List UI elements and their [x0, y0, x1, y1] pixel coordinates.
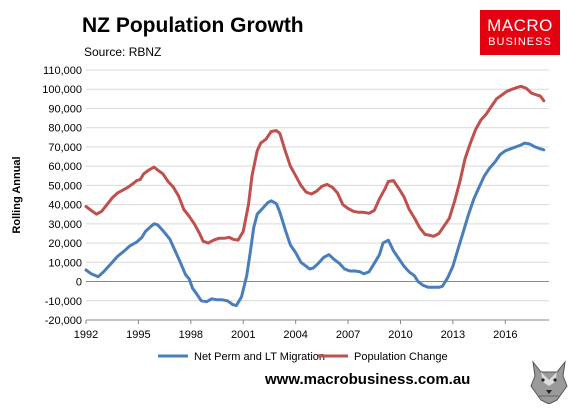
x-tick-label: 2016 [493, 329, 517, 341]
y-grid [86, 69, 549, 321]
y-tick-label: 90,000 [48, 103, 82, 115]
y-tick-label: 60,000 [48, 161, 82, 173]
x-tick-label: 1995 [126, 329, 150, 341]
y-axis-ticks: -20,000 -10,000 0 10,000 20,000 30,000 40,000 5… [42, 65, 82, 327]
y-tick-label: 80,000 [48, 123, 82, 135]
wolf-icon [530, 360, 568, 404]
series-line-population-change [84, 84, 546, 245]
y-tick-label: -20,000 [45, 315, 82, 327]
legend-label: Population Change [354, 351, 448, 363]
chart-source: Source: RBNZ [84, 45, 162, 59]
x-tick-label: 2004 [283, 329, 307, 341]
logo-line-2: BUSINESS [488, 36, 552, 48]
y-tick-label: 10,000 [48, 257, 82, 269]
y-tick-label: 30,000 [48, 219, 82, 231]
y-tick-label: 50,000 [48, 180, 82, 192]
legend: Net Perm and LT Migration Population Chan… [158, 351, 448, 363]
series-line-migration [84, 141, 546, 308]
y-tick-label: 70,000 [48, 142, 82, 154]
y-tick-label: 0 [76, 277, 82, 289]
x-tick-label: 2013 [441, 329, 465, 341]
x-tick-label: 2001 [231, 329, 255, 341]
y-tick-label: 100,000 [42, 84, 82, 96]
x-tick-label: 1992 [74, 329, 98, 341]
logo-line-1: MACRO [487, 16, 553, 35]
y-axis-label: Rolling Annual [11, 156, 23, 233]
footer-url: www.macrobusiness.com.au [265, 371, 471, 388]
y-tick-label: 20,000 [48, 238, 82, 250]
x-tick-label: 1998 [179, 329, 203, 341]
y-tick-label: 110,000 [43, 65, 82, 77]
legend-label: Net Perm and LT Migration [194, 351, 325, 363]
macrobusiness-logo: MACRO BUSINESS [480, 10, 560, 55]
chart-title: NZ Population Growth [82, 14, 304, 37]
x-axis-ticks: 1992 1995 1998 2001 2004 2007 2010 2013 2016 [74, 319, 549, 341]
y-tick-label: 40,000 [48, 200, 82, 212]
y-tick-label: -10,000 [45, 296, 82, 308]
x-tick-label: 2007 [336, 329, 360, 341]
series-group [84, 84, 546, 308]
x-tick-label: 2010 [388, 329, 412, 341]
